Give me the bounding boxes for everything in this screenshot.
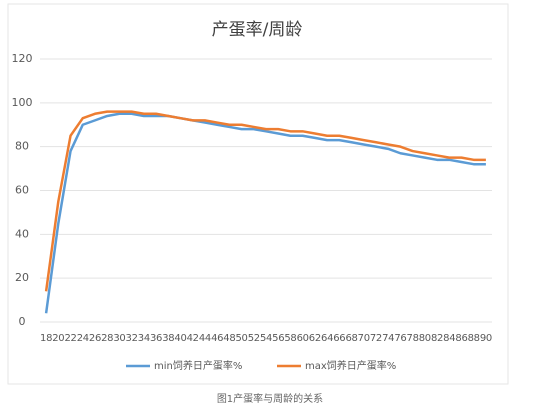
y-tick-label: 20 — [15, 271, 29, 284]
x-tick-label: 76 — [394, 333, 406, 344]
x-tick-label: 62 — [309, 333, 321, 344]
y-tick-label: 60 — [15, 184, 29, 197]
x-tick-label: 42 — [187, 333, 199, 344]
y-tick-label: 120 — [12, 52, 33, 65]
x-tick-label: 20 — [52, 333, 64, 344]
legend-label: min饲养日产蛋率% — [154, 359, 242, 372]
x-tick-label: 82 — [431, 333, 443, 344]
x-tick-label: 52 — [248, 333, 260, 344]
x-tick-label: 36 — [150, 333, 162, 344]
x-tick-label: 30 — [113, 333, 125, 344]
x-tick-label: 34 — [138, 333, 150, 344]
x-tick-label: 56 — [272, 333, 284, 344]
x-tick-label: 48 — [223, 333, 235, 344]
x-tick-label: 84 — [443, 333, 455, 344]
x-tick-label: 64 — [321, 333, 333, 344]
x-tick-label: 32 — [126, 333, 138, 344]
x-tick-label: 24 — [77, 333, 89, 344]
x-tick-label: 54 — [260, 333, 272, 344]
chart-title: 产蛋率/周龄 — [212, 20, 303, 40]
y-tick-label: 100 — [12, 96, 33, 109]
x-tick-label: 22 — [64, 333, 76, 344]
x-tick-label: 74 — [382, 333, 394, 344]
x-tick-label: 72 — [370, 333, 382, 344]
x-tick-label: 78 — [407, 333, 419, 344]
x-tick-label: 68 — [345, 333, 357, 344]
x-tick-label: 90 — [480, 333, 492, 344]
legend-label: max饲养日产蛋率% — [305, 359, 396, 372]
y-tick-label: 40 — [15, 227, 29, 240]
chart-frame — [7, 3, 509, 385]
x-tick-label: 38 — [162, 333, 174, 344]
x-tick-label: 44 — [199, 333, 211, 344]
x-tick-label: 60 — [297, 333, 309, 344]
series-line — [44, 112, 486, 314]
x-tick-label: 58 — [284, 333, 296, 344]
x-tick-label: 66 — [333, 333, 345, 344]
x-tick-label: 50 — [236, 333, 248, 344]
x-tick-label: 40 — [174, 333, 186, 344]
y-tick-label: 80 — [15, 140, 29, 153]
x-tick-label: 70 — [358, 333, 370, 344]
x-tick-label: 28 — [101, 333, 113, 344]
x-tick-label: 80 — [419, 333, 431, 344]
series-line — [44, 110, 486, 292]
caption: 图1产蛋率与周龄的关系 — [217, 392, 323, 405]
x-tick-label: 18 — [40, 333, 52, 344]
x-tick-label: 88 — [468, 333, 480, 344]
y-tick-label: 0 — [19, 315, 26, 328]
x-tick-label: 46 — [211, 333, 223, 344]
x-tick-label: 26 — [89, 333, 101, 344]
x-tick-label: 86 — [455, 333, 467, 344]
